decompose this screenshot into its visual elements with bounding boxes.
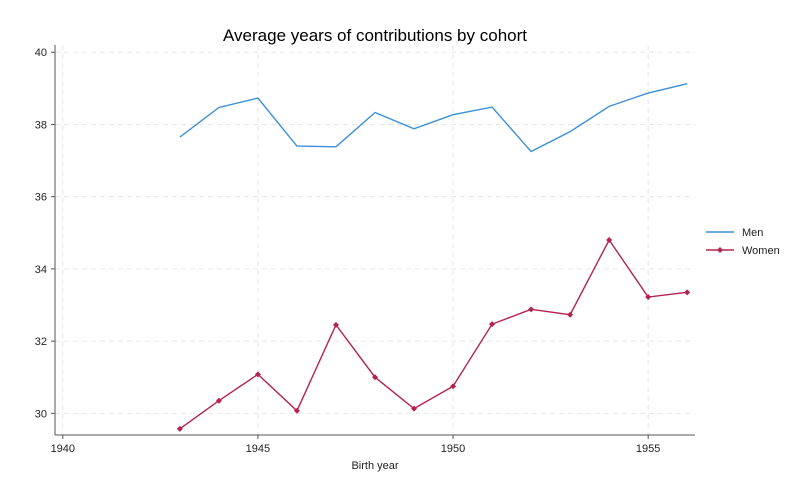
women-data-point — [567, 311, 574, 318]
x-tick-label: 1955 — [636, 443, 660, 455]
women-data-point — [411, 405, 418, 412]
chart-title: Average years of contributions by cohort — [223, 26, 527, 45]
women-data-point — [254, 371, 261, 378]
women-data-point — [684, 289, 691, 296]
women-data-point — [372, 374, 378, 381]
women-data-point — [450, 383, 457, 390]
women-data-point — [293, 407, 300, 414]
women-data-point — [332, 321, 339, 328]
y-tick-label: 38 — [35, 119, 47, 131]
women-data-point — [489, 321, 496, 328]
men-series-line — [179, 82, 688, 153]
y-tick-label: 36 — [35, 192, 47, 204]
grid-lines — [55, 45, 695, 435]
women-data-point — [176, 425, 183, 432]
legend-label-men: Men — [742, 227, 763, 239]
women-data-point — [528, 306, 535, 313]
legend-marker-women — [717, 247, 723, 253]
women-series-line — [179, 238, 688, 430]
x-axis-label: Birth year — [351, 460, 398, 472]
y-tick-label: 40 — [35, 47, 47, 59]
x-tick-label: 1945 — [246, 443, 270, 455]
legend-label-women: Women — [742, 245, 780, 257]
women-data-point — [606, 237, 613, 243]
women-data-point — [215, 397, 222, 404]
axes: 30 32 34 36 38 40 1940 1945 1950 1955 — [35, 45, 695, 455]
y-tick-label: 34 — [35, 264, 47, 276]
y-tick-label: 32 — [35, 336, 47, 348]
series-layer — [176, 82, 691, 432]
x-tick-label: 1950 — [441, 443, 465, 455]
women-data-point — [645, 294, 652, 301]
y-tick-label: 30 — [35, 408, 47, 420]
x-tick-label: 1940 — [51, 443, 75, 455]
legend: Men Women — [706, 227, 780, 257]
